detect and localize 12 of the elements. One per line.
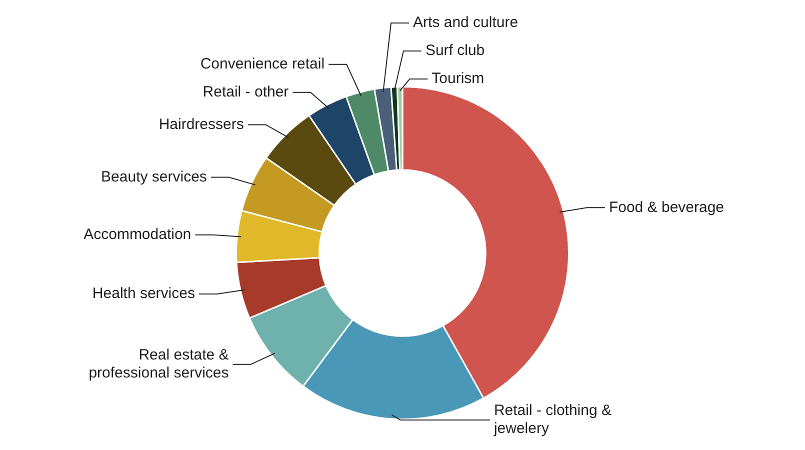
slice-label: Surf club <box>425 42 485 60</box>
slice-label: Tourism <box>432 70 484 88</box>
slice-label: Arts and culture <box>413 14 518 32</box>
slice-label: Real estate & professional services <box>88 346 229 382</box>
slice-label: Convenience retail <box>200 56 325 73</box>
slice-label: Beauty services <box>101 168 207 186</box>
slice-label: Health services <box>92 285 195 302</box>
slice-label: Food & beverage <box>608 198 724 216</box>
slice-label: Accommodation <box>84 226 192 244</box>
slice-label: Retail - other <box>202 84 289 101</box>
slice-label: Retail - clothing & jewelery <box>492 402 612 438</box>
slice-label: Hairdressers <box>158 116 244 133</box>
